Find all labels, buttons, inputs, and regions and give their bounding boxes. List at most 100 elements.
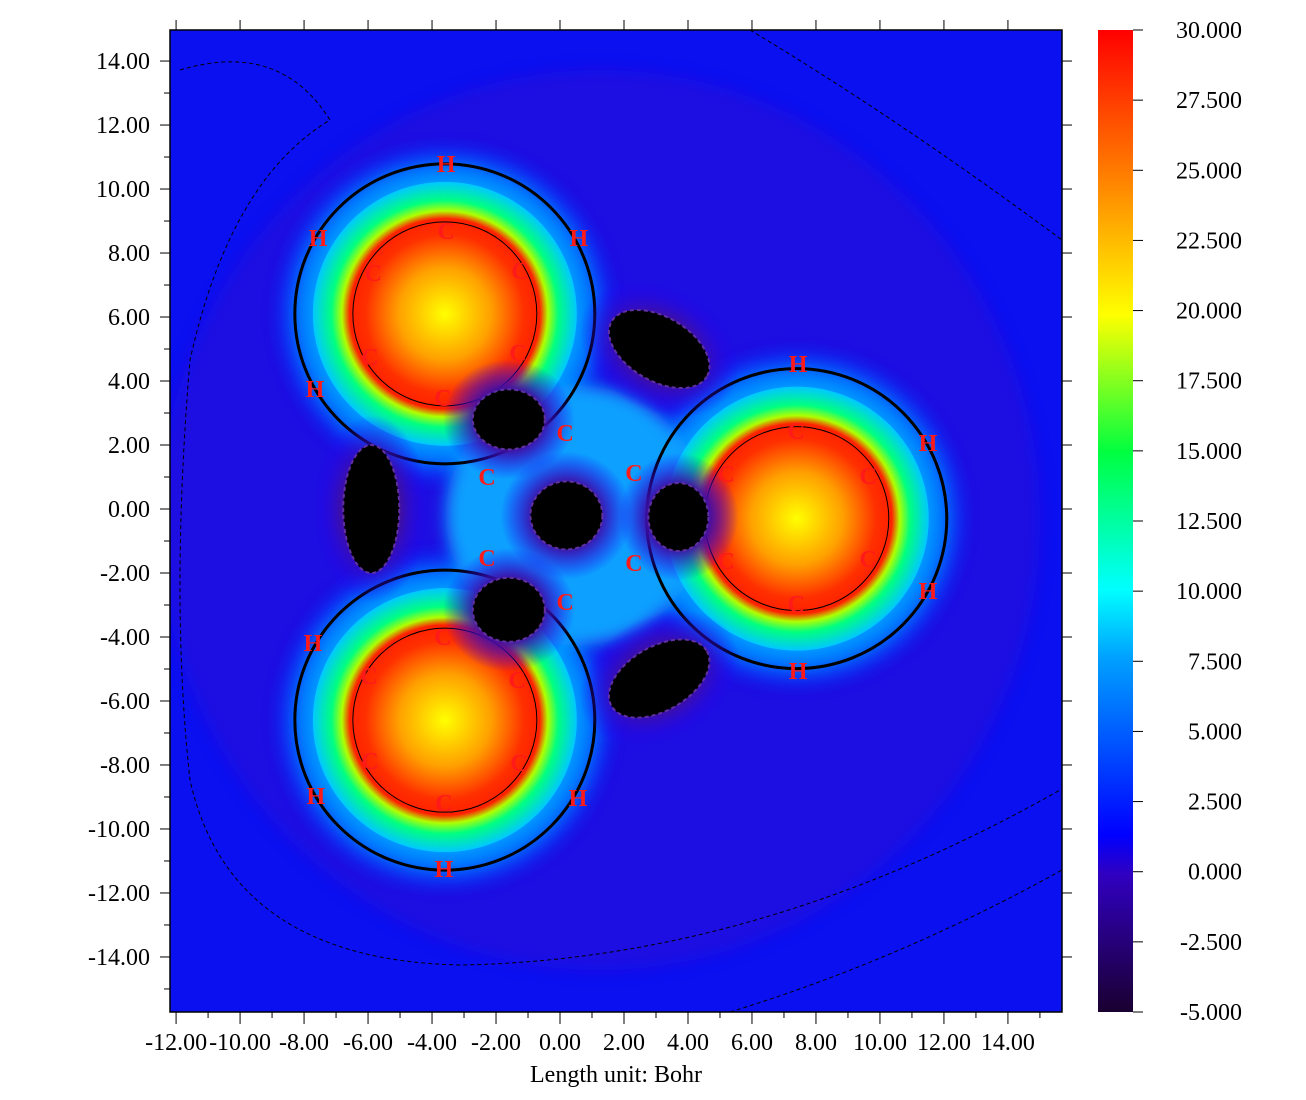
colorbar-tick-label: -2.500 <box>1180 930 1242 956</box>
atom-label-C: C <box>787 592 804 618</box>
y-axis: 14.00 12.00 10.00 8.00 6.00 4.00 2.00 0.00 -2.00… <box>88 49 1072 990</box>
atom-label-H: H <box>789 659 808 685</box>
atom-label-H: H <box>304 631 323 657</box>
atom-label-C: C <box>859 464 876 490</box>
atom-label-C: C <box>361 345 378 371</box>
x-tick-label: -8.00 <box>279 1030 329 1056</box>
contour-dashed <box>179 61 1061 966</box>
x-tick-label: 12.00 <box>917 1030 971 1056</box>
atom-label-H: H <box>435 857 454 883</box>
atom-label-H: H <box>569 786 588 812</box>
atom-label-C: C <box>625 551 642 577</box>
depletion-region <box>313 415 430 604</box>
y-tick-label: -2.00 <box>100 561 150 587</box>
plot-frame <box>169 29 1063 1013</box>
atom-label-C: C <box>364 261 381 287</box>
x-tick-label: -4.00 <box>407 1030 457 1056</box>
y-tick-label: 2.00 <box>108 433 150 459</box>
atom-label-C: C <box>478 465 495 491</box>
x-tick-label: 4.00 <box>667 1030 709 1056</box>
contour-dashed <box>729 869 1062 1012</box>
y-tick-label: 6.00 <box>108 305 150 331</box>
colorbar-tick-label: -5.000 <box>1180 1000 1242 1026</box>
y-tick-label: 0.00 <box>108 497 150 523</box>
depletion-region <box>618 453 739 582</box>
x-tick-label: 10.00 <box>853 1030 907 1056</box>
colorbar-tick-label: 10.000 <box>1176 579 1242 605</box>
colorbar-tick-label: 2.500 <box>1188 790 1242 816</box>
atom-label-C: C <box>478 546 495 572</box>
colorbar-tick-label: 12.500 <box>1176 509 1242 535</box>
x-tick-label: 14.00 <box>981 1030 1035 1056</box>
atom-label-H: H <box>570 226 589 252</box>
colorbar-tick-label: 17.500 <box>1176 369 1242 395</box>
atom-label-C: C <box>434 386 451 412</box>
x-axis-label: Length unit: Bohr <box>530 1062 702 1088</box>
colorbar-tick-label: 0.000 <box>1188 860 1242 886</box>
atom-label-C: C <box>625 461 642 487</box>
atom-label-H: H <box>307 784 326 810</box>
atom-label-C: C <box>361 749 378 775</box>
atom-label-C: C <box>360 664 377 690</box>
atom-label-C: C <box>717 462 734 488</box>
colorbar-tick-label: 15.000 <box>1176 439 1242 465</box>
depletion-region <box>579 280 740 418</box>
atom-label-C: C <box>556 421 573 447</box>
x-axis: -12.00 -10.00 -8.00 -6.00 -4.00 -2.00 0.00 2.00… <box>145 20 1041 1056</box>
aromatic-ring-density <box>664 386 929 651</box>
y-tick-label: 12.00 <box>96 113 150 139</box>
atom-label-H: H <box>919 579 938 605</box>
atom-label-H: H <box>437 152 456 178</box>
plot-area: C C C C C C H H H H C C C C C C H H H H C C C C C C H H H H C C C C C C <box>170 30 1062 1012</box>
x-tick-label: -12.00 <box>145 1030 207 1056</box>
atom-label-C: C <box>510 751 527 777</box>
atom-label-H: H <box>306 377 325 403</box>
x-tick-label: -10.00 <box>209 1030 271 1056</box>
atom-label-C: C <box>434 625 451 651</box>
x-tick-label: -2.00 <box>471 1030 521 1056</box>
depletion-region <box>500 451 633 580</box>
atom-label-C: C <box>556 590 573 616</box>
colorbar-tick-label: 22.500 <box>1176 228 1242 254</box>
colorbar-tick-label: 7.500 <box>1188 649 1242 675</box>
y-tick-label: 4.00 <box>108 369 150 395</box>
colorbar-tick-label: 20.000 <box>1176 299 1242 325</box>
atom-label-C: C <box>717 549 734 575</box>
y-tick-label: -4.00 <box>100 625 150 651</box>
x-tick-label: 6.00 <box>731 1030 773 1056</box>
colorbar <box>1098 30 1133 1012</box>
x-tick-label: 0.00 <box>539 1030 581 1056</box>
depletion-region <box>442 547 575 672</box>
colorbar-tick-label: 5.000 <box>1188 719 1242 745</box>
y-tick-label: -8.00 <box>100 753 150 779</box>
y-tick-label: -6.00 <box>100 689 150 715</box>
atom-label-C: C <box>509 341 526 367</box>
colorbar-tick-label: 30.000 <box>1176 18 1242 44</box>
atom-label-H: H <box>309 226 328 252</box>
atom-label-C: C <box>435 791 452 817</box>
depletion-region <box>579 610 740 748</box>
atom-label-C: C <box>508 668 525 694</box>
atom-label-C: C <box>437 219 454 245</box>
x-tick-label: 2.00 <box>603 1030 645 1056</box>
x-tick-label: -6.00 <box>343 1030 393 1056</box>
contour-dashed <box>749 30 1062 241</box>
y-tick-label: -10.00 <box>88 817 150 843</box>
y-tick-label: -14.00 <box>88 945 150 971</box>
colorbar-tick-label: 27.500 <box>1176 88 1242 114</box>
y-tick-label: 14.00 <box>96 49 150 75</box>
y-tick-label: 10.00 <box>96 177 150 203</box>
depletion-region <box>442 359 575 480</box>
colorbar-axis: 30.000 27.500 25.000 22.500 20.000 17.500 15.0… <box>1133 18 1242 1026</box>
colorbar-tick-label: 25.000 <box>1176 158 1242 184</box>
atom-label-H: H <box>789 352 808 378</box>
contour-line <box>352 627 538 813</box>
atom-label-C: C <box>859 547 876 573</box>
x-tick-label: 8.00 <box>795 1030 837 1056</box>
atom-label-C: C <box>787 419 804 445</box>
atom-label-C: C <box>511 259 528 285</box>
y-tick-label: -12.00 <box>88 881 150 907</box>
atom-label-H: H <box>919 431 938 457</box>
y-tick-label: 8.00 <box>108 241 150 267</box>
